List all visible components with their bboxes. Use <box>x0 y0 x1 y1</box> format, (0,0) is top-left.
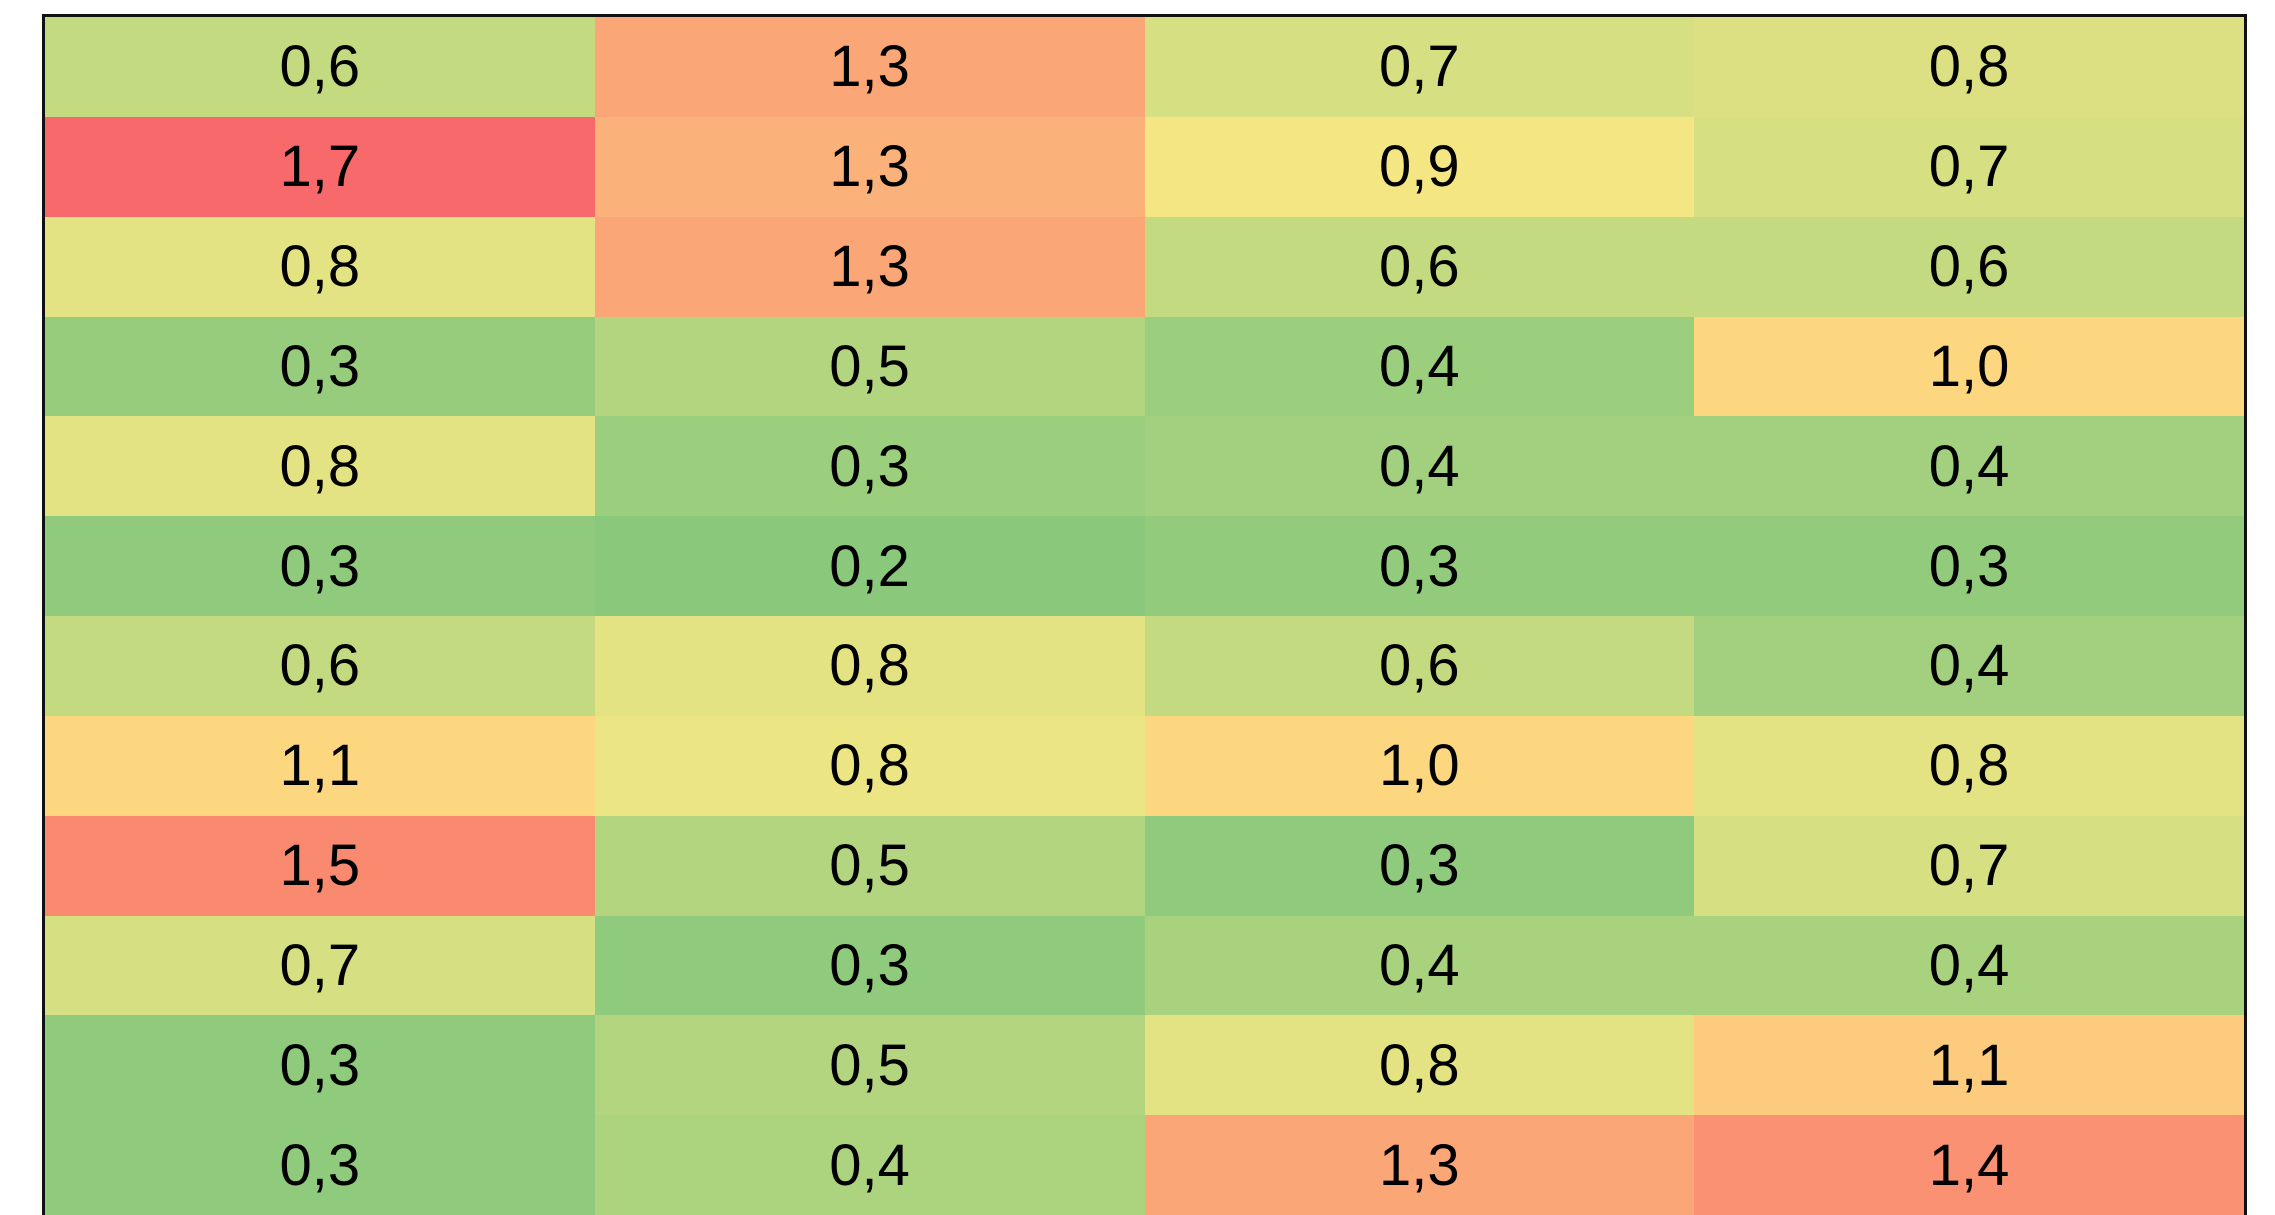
table-cell: 0,3 <box>45 316 595 417</box>
table-cell: 0,3 <box>45 516 595 616</box>
table-cell: 1,3 <box>594 116 1145 217</box>
table-cell: 0,6 <box>1694 216 2244 317</box>
table-cell: 1,1 <box>1694 1015 2244 1116</box>
table-cell: 1,0 <box>1694 316 2244 417</box>
table-cell: 0,3 <box>1694 516 2244 616</box>
table-cell: 0,8 <box>1144 1015 1695 1116</box>
table-cell: 0,7 <box>45 915 595 1016</box>
table-cell: 0,4 <box>1694 616 2244 716</box>
table-cell: 0,2 <box>594 516 1145 616</box>
table-cell: 1,1 <box>45 715 595 816</box>
table-cell: 1,3 <box>1144 1115 1695 1215</box>
table-cell: 0,8 <box>594 715 1145 816</box>
table-cell: 0,4 <box>1694 915 2244 1016</box>
table-cell: 0,8 <box>45 216 595 317</box>
table-cell: 0,8 <box>594 616 1145 716</box>
table-cell: 0,8 <box>1694 17 2244 117</box>
table-cell: 0,8 <box>45 416 595 517</box>
table-cell: 0,8 <box>1694 715 2244 816</box>
table-cell: 0,3 <box>45 1015 595 1116</box>
table-cell: 0,6 <box>1144 216 1695 317</box>
table-cell: 0,4 <box>1694 416 2244 517</box>
table-cell: 0,7 <box>1694 116 2244 217</box>
heat-table: 0,6 1,3 0,7 0,8 1,7 1,3 0,9 0,7 0,8 1,3 0,6 0,6 0,3 0… <box>42 14 2247 1215</box>
table-cell: 0,6 <box>45 616 595 716</box>
table-cell: 0,9 <box>1144 116 1695 217</box>
table-cell: 0,3 <box>1144 815 1695 916</box>
table-cell: 0,5 <box>594 815 1145 916</box>
table-cell: 0,3 <box>45 1115 595 1215</box>
table-cell: 0,3 <box>1144 516 1695 616</box>
table-cell: 0,4 <box>594 1115 1145 1215</box>
table-cell: 0,5 <box>594 1015 1145 1116</box>
table-cell: 1,4 <box>1694 1115 2244 1215</box>
table-cell: 0,5 <box>594 316 1145 417</box>
table-cell: 1,3 <box>594 17 1145 117</box>
table-cell: 0,7 <box>1694 815 2244 916</box>
table-cell: 0,3 <box>594 416 1145 517</box>
table-cell: 0,4 <box>1144 915 1695 1016</box>
table-cell: 0,6 <box>1144 616 1695 716</box>
table-cell: 1,7 <box>45 116 595 217</box>
table-cell: 0,4 <box>1144 316 1695 417</box>
table-cell: 0,6 <box>45 17 595 117</box>
table-cell: 1,3 <box>594 216 1145 317</box>
table-cell: 1,0 <box>1144 715 1695 816</box>
table-cell: 0,3 <box>594 915 1145 1016</box>
table-cell: 0,4 <box>1144 416 1695 517</box>
table-cell: 1,5 <box>45 815 595 916</box>
table-cell: 0,7 <box>1144 17 1695 117</box>
